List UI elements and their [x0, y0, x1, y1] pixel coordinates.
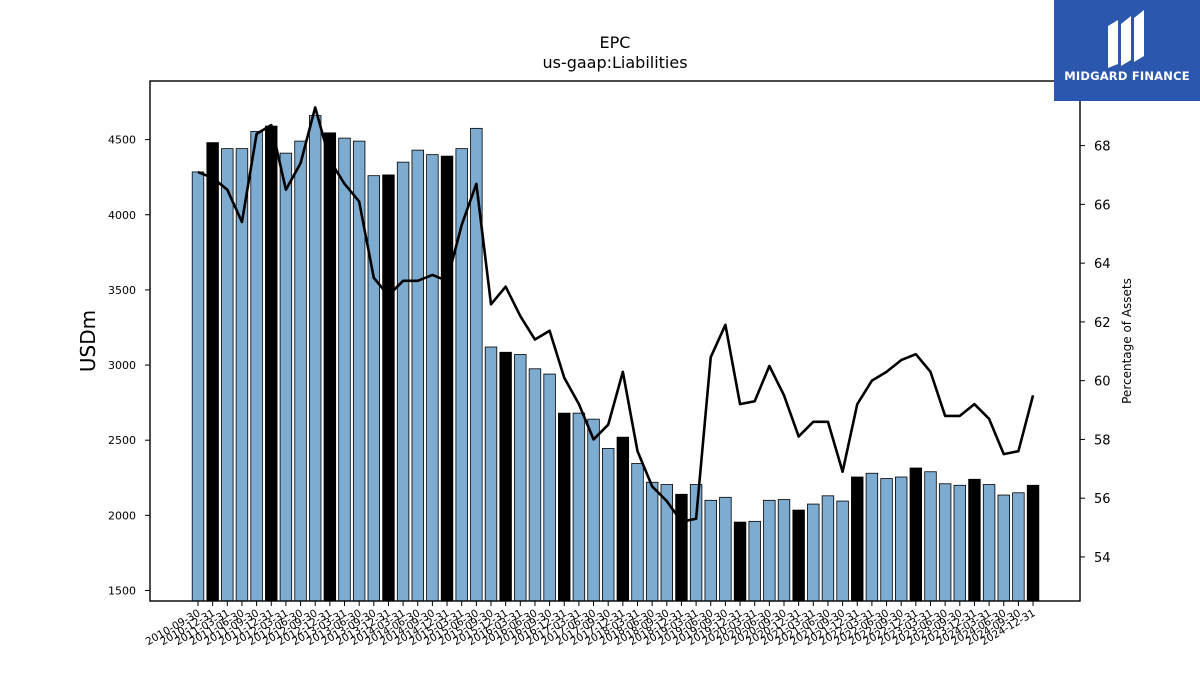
bars-group [191, 115, 1040, 602]
y2-tick-label: 56 [1094, 492, 1111, 507]
bar [470, 127, 483, 602]
bar [528, 368, 542, 602]
bar [352, 140, 366, 602]
bar [411, 149, 424, 602]
pct-of-assets-line [197, 106, 1035, 523]
y-axis-label: USDm [76, 310, 100, 372]
bar [587, 418, 600, 602]
bar [982, 484, 996, 602]
bar [997, 494, 1010, 602]
bar [543, 373, 556, 602]
bar [631, 463, 644, 602]
bar [1012, 492, 1025, 602]
bar [865, 472, 879, 602]
bar [206, 142, 219, 602]
bar [221, 148, 234, 602]
y-tick-label: 1500 [108, 584, 136, 597]
bar [279, 152, 293, 602]
y-tick-label: 2500 [108, 434, 136, 447]
bar [733, 521, 747, 602]
bar [514, 354, 527, 602]
bar [938, 483, 952, 602]
y2-tick-label: 64 [1094, 257, 1111, 272]
plot-frame [149, 80, 1081, 602]
y-tick-label: 2000 [108, 509, 136, 522]
bar [499, 351, 512, 602]
bar [382, 174, 395, 602]
y2-tick-label: 58 [1094, 433, 1111, 448]
chart-title: EPC [600, 33, 631, 52]
bar [396, 161, 410, 602]
bar [602, 448, 615, 602]
bar [953, 484, 967, 602]
axes-group: 1500 2000 2500 3000 3500 4000 4500 54 56 58 60 62 64… [108, 80, 1111, 648]
bar [265, 125, 278, 602]
bar [1026, 484, 1040, 602]
bar [821, 495, 835, 602]
bar [763, 499, 776, 602]
chart-subtitle: us-gaap:Liabilities [542, 53, 687, 72]
y-tick-label: 4500 [108, 134, 136, 147]
bar [294, 140, 307, 602]
bar [689, 484, 703, 602]
bar [968, 478, 981, 602]
bar [558, 412, 571, 602]
y-tick-label: 3000 [108, 359, 136, 372]
bar [909, 467, 923, 602]
bar [851, 476, 864, 602]
bar [924, 471, 937, 602]
y-tick-label: 4000 [108, 209, 136, 222]
midgard-logo-icon [1108, 10, 1144, 68]
bar [645, 481, 659, 602]
bar [323, 132, 337, 602]
bar [807, 503, 820, 602]
bar [308, 115, 322, 602]
bar [426, 154, 439, 602]
bar [616, 436, 630, 602]
bar [748, 520, 761, 602]
bar [675, 493, 688, 602]
bar [792, 509, 805, 602]
y2-axis-label: Percentage of Assets [1120, 278, 1134, 404]
bar [484, 346, 498, 602]
bar [704, 499, 717, 602]
y2-tick-label: 66 [1094, 198, 1111, 213]
y-tick-label: 3500 [108, 284, 136, 297]
bar [777, 499, 791, 602]
bar [719, 496, 732, 602]
y2-tick-label: 62 [1094, 316, 1111, 331]
bar [250, 130, 263, 602]
y2-tick-label: 68 [1094, 140, 1111, 155]
bar [836, 500, 849, 602]
y2-tick-label: 60 [1094, 375, 1111, 390]
bar [191, 171, 205, 602]
bar [572, 412, 586, 602]
line-group [197, 106, 1035, 523]
brand-logo: MIDGARD FINANCE [1054, 0, 1200, 101]
bar [895, 476, 908, 602]
y2-tick-label: 54 [1094, 551, 1111, 566]
bar [338, 137, 351, 602]
bar [440, 155, 454, 602]
brand-name: MIDGARD FINANCE [1064, 69, 1190, 83]
bar [880, 478, 893, 602]
bar [367, 175, 381, 602]
